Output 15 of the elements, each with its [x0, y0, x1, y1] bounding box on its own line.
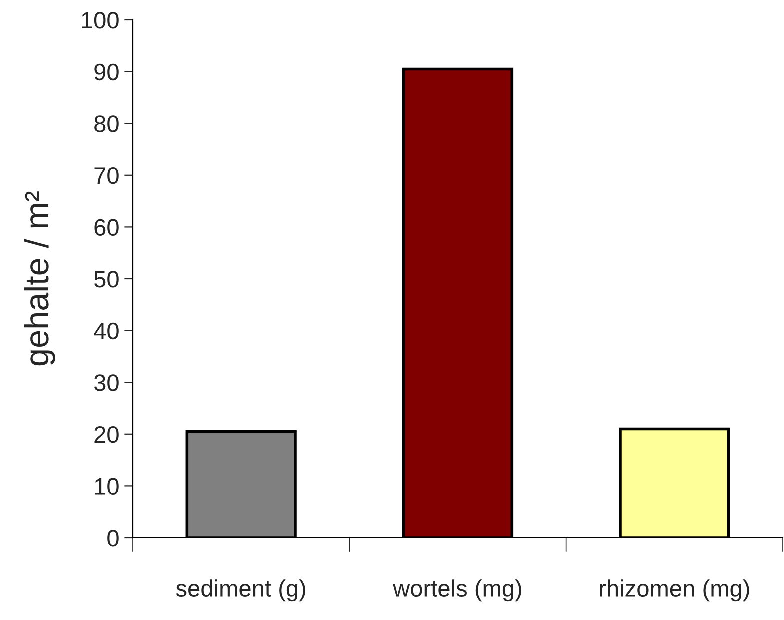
y-tick-label: 30: [94, 374, 119, 392]
y-tick-label: 40: [94, 322, 119, 340]
y-tick-label: 70: [94, 167, 119, 184]
y-tick-label: 0: [108, 530, 119, 547]
y-tick-label: 50: [94, 271, 119, 288]
y-tick-label: 20: [94, 426, 119, 444]
y-tick-label: 90: [94, 64, 119, 81]
y-tick-label: 80: [94, 116, 119, 132]
y-tick-label: 100: [82, 12, 119, 29]
y-tick-label: 10: [95, 478, 119, 495]
x-tick-label: rhizomen (mg): [600, 580, 750, 602]
x-tick-label: wortels (mg): [393, 580, 522, 602]
y-tick-label: 60: [94, 219, 119, 236]
x-tick-label: sediment (g): [176, 580, 306, 602]
y-axis-title: gehalte / m²: [24, 192, 56, 366]
